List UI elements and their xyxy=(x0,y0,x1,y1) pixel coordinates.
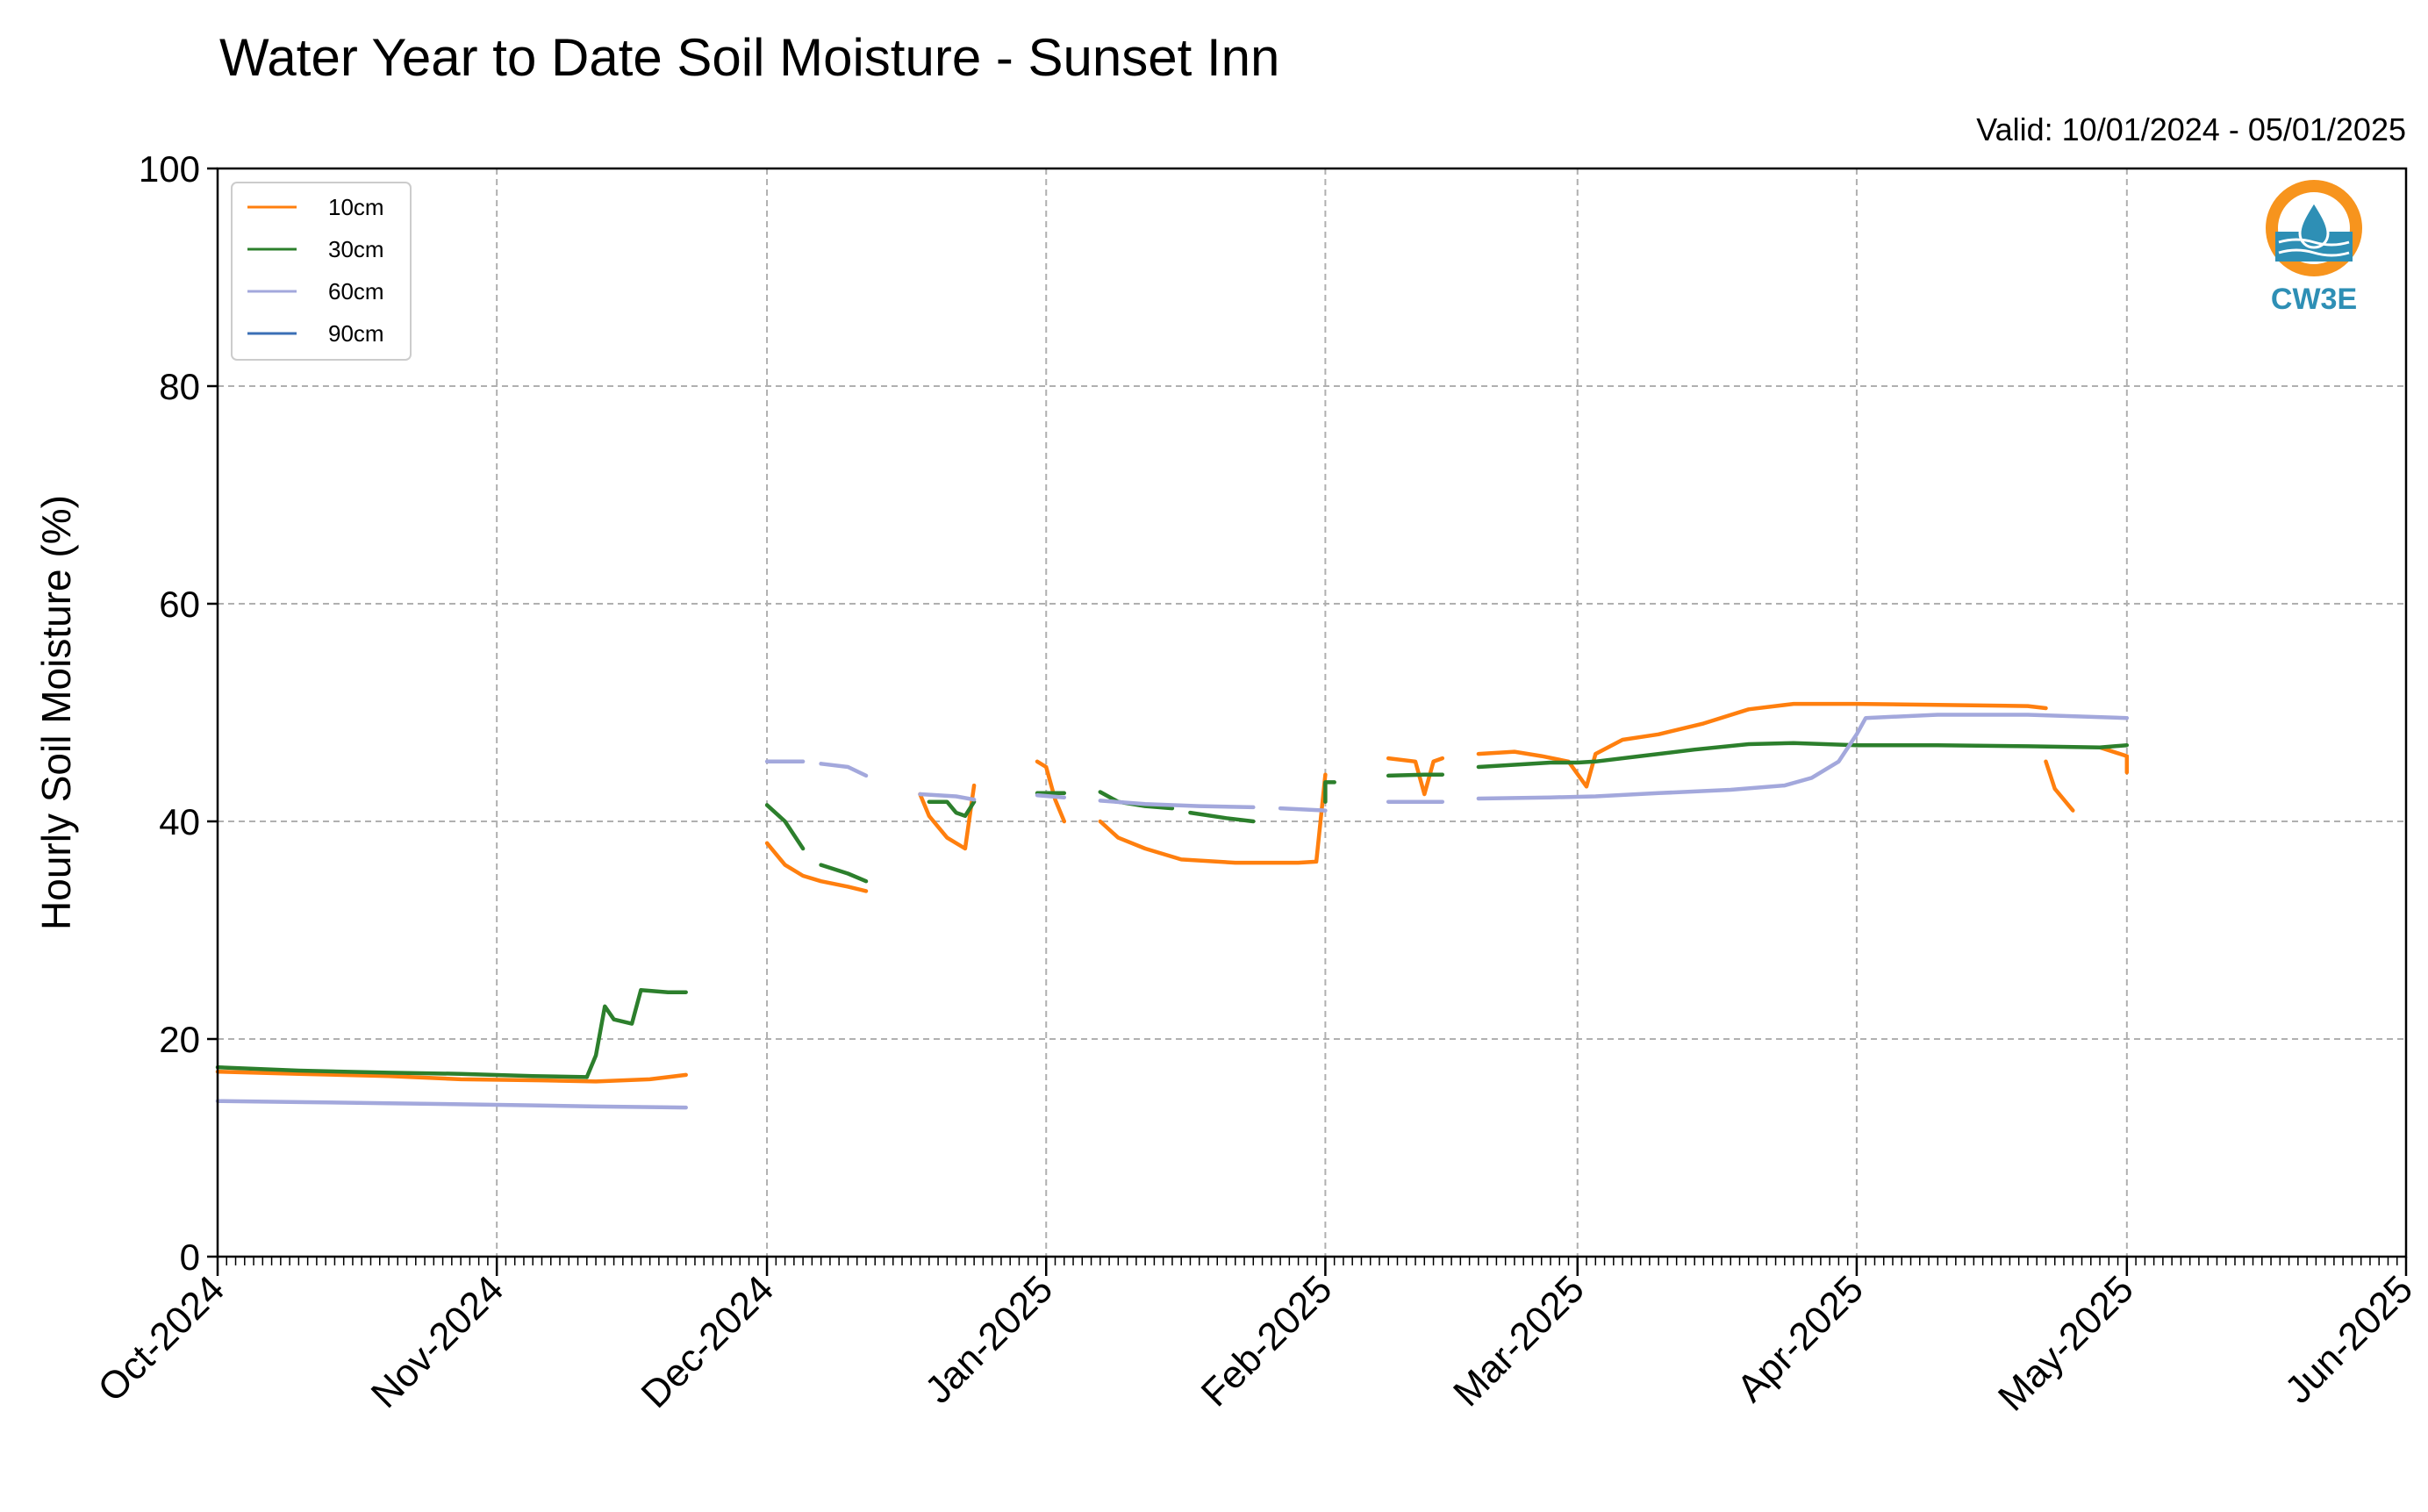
y-tick-label: 40 xyxy=(159,801,200,842)
x-tick-label: Dec-2024 xyxy=(634,1267,783,1416)
series-line-30cm xyxy=(215,1064,590,1079)
series-line-10cm xyxy=(918,783,977,851)
x-tick-label: Jun-2025 xyxy=(2277,1267,2421,1411)
series-line-60cm xyxy=(1098,799,1256,810)
series-line-10cm xyxy=(2044,759,2075,813)
series-line-60cm xyxy=(215,1099,688,1110)
x-tick-label: Oct-2024 xyxy=(90,1267,233,1410)
legend-label: 60cm xyxy=(328,278,384,305)
series-line-10cm xyxy=(764,841,869,893)
series-line-10cm xyxy=(1476,701,2048,789)
legend-label: 30cm xyxy=(328,236,384,262)
series-line-60cm xyxy=(1278,806,1328,813)
logo-text: CW3E xyxy=(2271,283,2357,316)
plot-area-frame xyxy=(216,167,2408,1258)
x-tick-label: Apr-2025 xyxy=(1729,1267,1872,1410)
logo-wave xyxy=(2278,238,2350,247)
series-line-60cm xyxy=(819,762,869,778)
cw3e-logo: CW3E xyxy=(2266,180,2362,316)
series-line-30cm xyxy=(1476,741,2130,770)
axes: 0 20 40 60 80 100 Oct-2024 Nov-2024 Dec-2024 Jan-… xyxy=(90,148,2421,1419)
series-line-30cm xyxy=(1323,780,1336,804)
x-tick-label: Jan-2025 xyxy=(917,1267,1061,1411)
gridlines xyxy=(218,168,2406,1257)
y-tick-label: 0 xyxy=(180,1236,200,1278)
series-line-30cm xyxy=(1386,772,1445,778)
x-tick-label: Nov-2024 xyxy=(363,1267,512,1416)
droplet-icon xyxy=(2298,199,2330,249)
series-line-10cm xyxy=(215,1069,688,1084)
x-minor-ticks xyxy=(226,1257,2398,1265)
series-line-30cm xyxy=(764,803,806,851)
series-line-30cm xyxy=(1188,810,1256,824)
y-axis-label: Hourly Soil Moisture (%) xyxy=(33,495,79,930)
series-line-60cm xyxy=(1476,713,2130,801)
x-tick-label: Mar-2025 xyxy=(1445,1267,1593,1415)
series-line-60cm xyxy=(918,792,977,802)
chart-title: Water Year to Date Soil Moisture - Sunse… xyxy=(219,28,1279,87)
series-lines xyxy=(215,701,2130,1110)
legend-label: 90cm xyxy=(328,320,384,347)
x-tick-label: May-2025 xyxy=(1990,1267,2142,1419)
series-line-30cm xyxy=(584,987,688,1079)
y-tick-label: 60 xyxy=(159,584,200,625)
legend: 10cm 30cm 60cm 90cm xyxy=(231,182,412,361)
legend-box xyxy=(231,182,412,361)
valid-date-range: Valid: 10/01/2024 - 05/01/2025 xyxy=(1976,111,2406,147)
y-tick-label: 20 xyxy=(159,1019,200,1060)
series-line-10cm xyxy=(1098,772,1328,865)
series-line-10cm xyxy=(1386,756,1445,797)
logo-wave xyxy=(2278,248,2350,257)
series-line-30cm xyxy=(927,799,977,819)
logo-ring xyxy=(2266,180,2362,276)
y-tick-label: 80 xyxy=(159,366,200,407)
series-line-10cm xyxy=(1035,759,1067,824)
legend-label: 10cm xyxy=(328,194,384,220)
x-tick-label: Feb-2025 xyxy=(1193,1267,1341,1415)
series-line-30cm xyxy=(819,863,869,884)
series-line-60cm xyxy=(1035,792,1067,799)
y-tick-label: 100 xyxy=(139,148,200,190)
series-line-10cm xyxy=(2097,745,2130,775)
